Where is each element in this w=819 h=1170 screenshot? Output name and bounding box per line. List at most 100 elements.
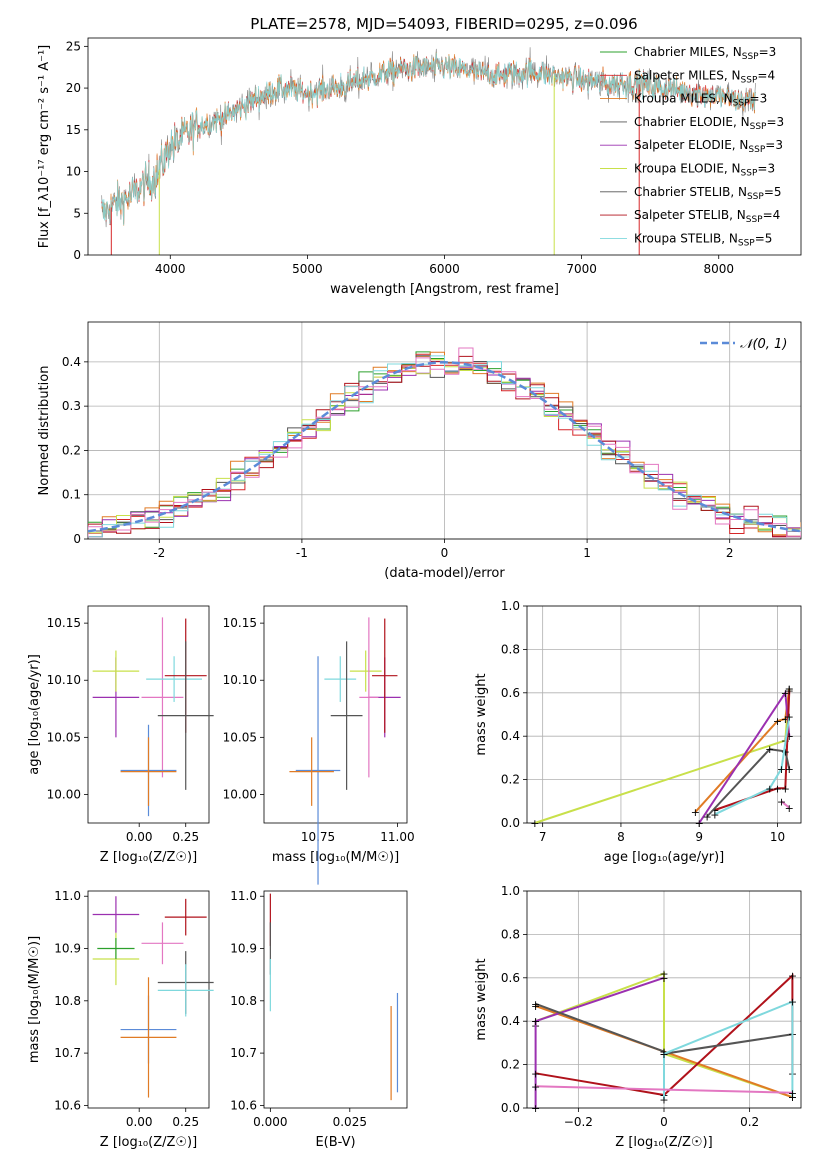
spectrum-lines	[101, 47, 756, 255]
y-tick-label: 0.8	[501, 927, 520, 941]
massweight-marker: +	[781, 687, 790, 700]
spectrum-series-line	[101, 52, 756, 226]
massweight-series-line	[534, 976, 665, 1108]
y-tick-label: 20	[66, 81, 81, 95]
y-tick-label: 10.7	[230, 1046, 257, 1060]
massweight-marker: +	[765, 782, 774, 795]
x-axis-label: age [log₁₀(age/yr)]	[604, 850, 725, 865]
x-tick-label: 7000	[566, 262, 597, 276]
legend-value: =3	[757, 162, 775, 176]
y-tick-label: 1.0	[501, 884, 520, 898]
massweight-marker: +	[531, 1067, 540, 1080]
y-tick-label: 15	[66, 123, 81, 137]
legend-label: Salpeter STELIB, NSSP=4	[634, 208, 780, 225]
legend-label: Chabrier MILES, NSSP=3	[634, 45, 776, 62]
y-tick-label: 0.2	[501, 1058, 520, 1072]
axes-frame	[263, 890, 408, 1109]
legend-subscript: SSP	[733, 99, 750, 109]
y-tick-label: 0.8	[501, 642, 520, 656]
massweight-series-line	[714, 716, 791, 816]
y-axis-label: age [log₁₀(age/yr)]	[27, 654, 42, 775]
x-tick-label: 6000	[429, 262, 460, 276]
y-tick-label: 10.8	[230, 994, 257, 1008]
y-tick-label: 10.8	[54, 994, 81, 1008]
x-tick-label: 0.2	[740, 1115, 759, 1129]
massweight-marker: +	[788, 996, 797, 1009]
legend-label: 𝒩(0, 1)	[740, 337, 787, 352]
y-tick-label: 10.15	[47, 616, 81, 630]
x-tick-label: 8	[617, 830, 625, 844]
axes-frame	[526, 890, 802, 1109]
figure-title: PLATE=2578, MJD=54093, FIBERID=0295, z=0…	[250, 15, 637, 33]
legend-label: Kroupa ELODIE, NSSP=3	[634, 162, 775, 179]
massweight-series-line	[534, 688, 791, 824]
y-tick-label: 0.6	[501, 971, 520, 985]
legend-value: =3	[765, 138, 783, 152]
legend-subscript: SSP	[746, 215, 763, 225]
x-tick-label: 8000	[703, 262, 734, 276]
y-tick-label: 0.1	[62, 488, 81, 502]
age-vs-metallicity-panel: 0.00 0.25 10.00 10.05 10.10 10.15 Z [log₁₀(Z/Z…	[27, 605, 214, 865]
legend-subscript: SSP	[747, 192, 764, 202]
x-tick-label: 4000	[155, 262, 186, 276]
massweight-marker: +	[785, 711, 794, 724]
x-tick-label: -2	[153, 546, 165, 560]
legend-subscript: SSP	[748, 145, 765, 155]
legend-label: Kroupa STELIB, NSSP=5	[634, 231, 772, 248]
y-axis-label: mass [log₁₀(M/M☉)]	[27, 936, 42, 1063]
residual-distribution-panel: -2 -1 0 1 2 0 0.1 0.2 0.3 0.4 (data-model)/error No…	[37, 321, 802, 581]
legend-value: =3	[750, 92, 768, 106]
y-tick-label: 0	[73, 532, 81, 546]
x-axis-label: Z [log₁₀(Z/Z☉)]	[100, 1135, 197, 1150]
y-tick-label: 0.6	[501, 686, 520, 700]
y-tick-label: 0.4	[62, 355, 81, 369]
massweight-series-line	[780, 800, 790, 809]
y-tick-label: 10.6	[54, 1098, 81, 1112]
massweight-marker: +	[710, 808, 719, 821]
massweight-marker: +	[785, 802, 794, 815]
x-tick-label: 0	[660, 1115, 668, 1129]
massweight-marker: +	[785, 682, 794, 695]
massweight-marker: +	[777, 763, 786, 776]
y-tick-label: 0.4	[501, 729, 520, 743]
y-tick-label: 1.0	[501, 599, 520, 613]
massweight-marker: +	[788, 1091, 797, 1104]
y-tick-label: 11.0	[54, 889, 81, 903]
axes-frame	[87, 605, 210, 824]
x-axis-label: (data-model)/error	[384, 566, 505, 581]
axes-frame	[87, 890, 210, 1109]
x-tick-label: -1	[296, 546, 308, 560]
y-tick-label: 10.15	[223, 616, 257, 630]
x-tick-label: 9	[695, 830, 703, 844]
histogram-series	[88, 347, 801, 538]
x-tick-label: 0.000	[253, 1115, 287, 1129]
y-tick-label: 25	[66, 39, 81, 53]
mass-vs-metallicity-panel: 0.00 0.25 10.6 10.7 10.8 10.9 11.0 Z [log₁₀(Z/Z…	[27, 889, 214, 1150]
massweight-marker: +	[531, 1080, 540, 1093]
massweight-series-line	[706, 748, 791, 818]
massweight-vs-age-panel: 7 8 9 10 0.0 0.2 0.4 0.6 0.8 1.0 age [log₁₀(age/yr…	[474, 599, 802, 865]
legend-subscript: SSP	[750, 122, 767, 132]
massweight-marker: +	[531, 1102, 540, 1115]
y-tick-label: 0.2	[501, 773, 520, 787]
legend-value: =5	[764, 185, 782, 199]
massweight-marker: +	[531, 998, 540, 1011]
mass-vs-ebv-panel: 0.000 0.025 10.6 10.7 10.8 10.9 11.0 E(B-V)	[230, 889, 408, 1150]
y-tick-label: 10.10	[223, 673, 257, 687]
legend-subscript: SSP	[742, 52, 759, 62]
massweight-marker: +	[702, 810, 711, 823]
legend-value: =3	[766, 115, 784, 129]
spectrum-panel: 4000 5000 6000 7000 8000 0 5 10 15 20 25 wavelength…	[37, 37, 802, 297]
massweight-marker: +	[773, 715, 782, 728]
legend-subscript: SSP	[741, 75, 758, 85]
massweight-marker: +	[691, 806, 700, 819]
massweight-marker: +	[659, 1093, 668, 1106]
x-axis-label: Z [log₁₀(Z/Z☉)]	[615, 1135, 712, 1150]
x-axis-label: Z [log₁₀(Z/Z☉)]	[100, 850, 197, 865]
massweight-marker: +	[788, 1087, 797, 1100]
y-axis-label: Normed distribution	[37, 366, 52, 496]
massweight-series-line	[663, 1000, 794, 1100]
massweight-marker: +	[659, 972, 668, 985]
y-tick-label: 10.05	[223, 730, 257, 744]
y-tick-label: 0.0	[501, 1101, 520, 1115]
